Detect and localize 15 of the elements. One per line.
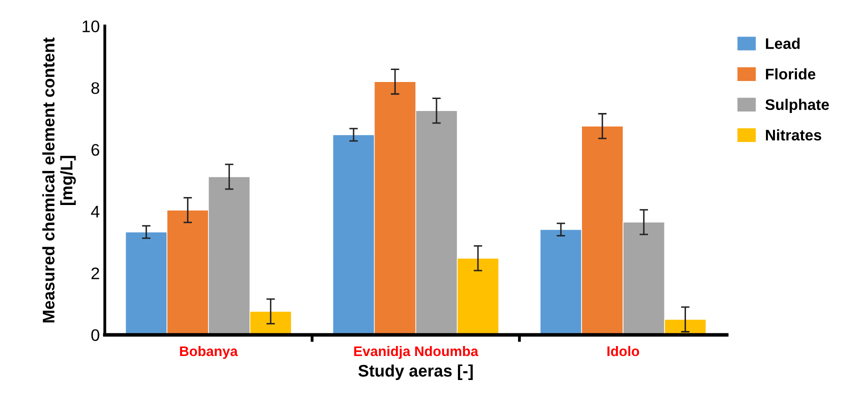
x-tick-label: Bobanya [180,346,238,359]
y-tick-label: 0 [91,329,100,342]
x-tick-label: Idolo [607,346,640,356]
legend-label: Floride [766,68,816,80]
x-axis-title: Study aeras [-] [358,364,473,380]
y-tick-label: 10 [82,20,100,32]
x-tick-label: Evanidja Ndoumba [354,346,478,359]
legend-label: Sulphate [765,98,829,114]
legend-label: Lead [766,38,800,49]
y-axis-title: Measured chemical element content [mg/L] [42,38,76,322]
y-tick-label: 8 [91,82,100,94]
y-tick-label: 6 [92,144,100,156]
y-tick-label: 4 [91,206,100,218]
legend-label: Nitrates [766,129,822,141]
y-tick-label: 2 [92,267,100,280]
